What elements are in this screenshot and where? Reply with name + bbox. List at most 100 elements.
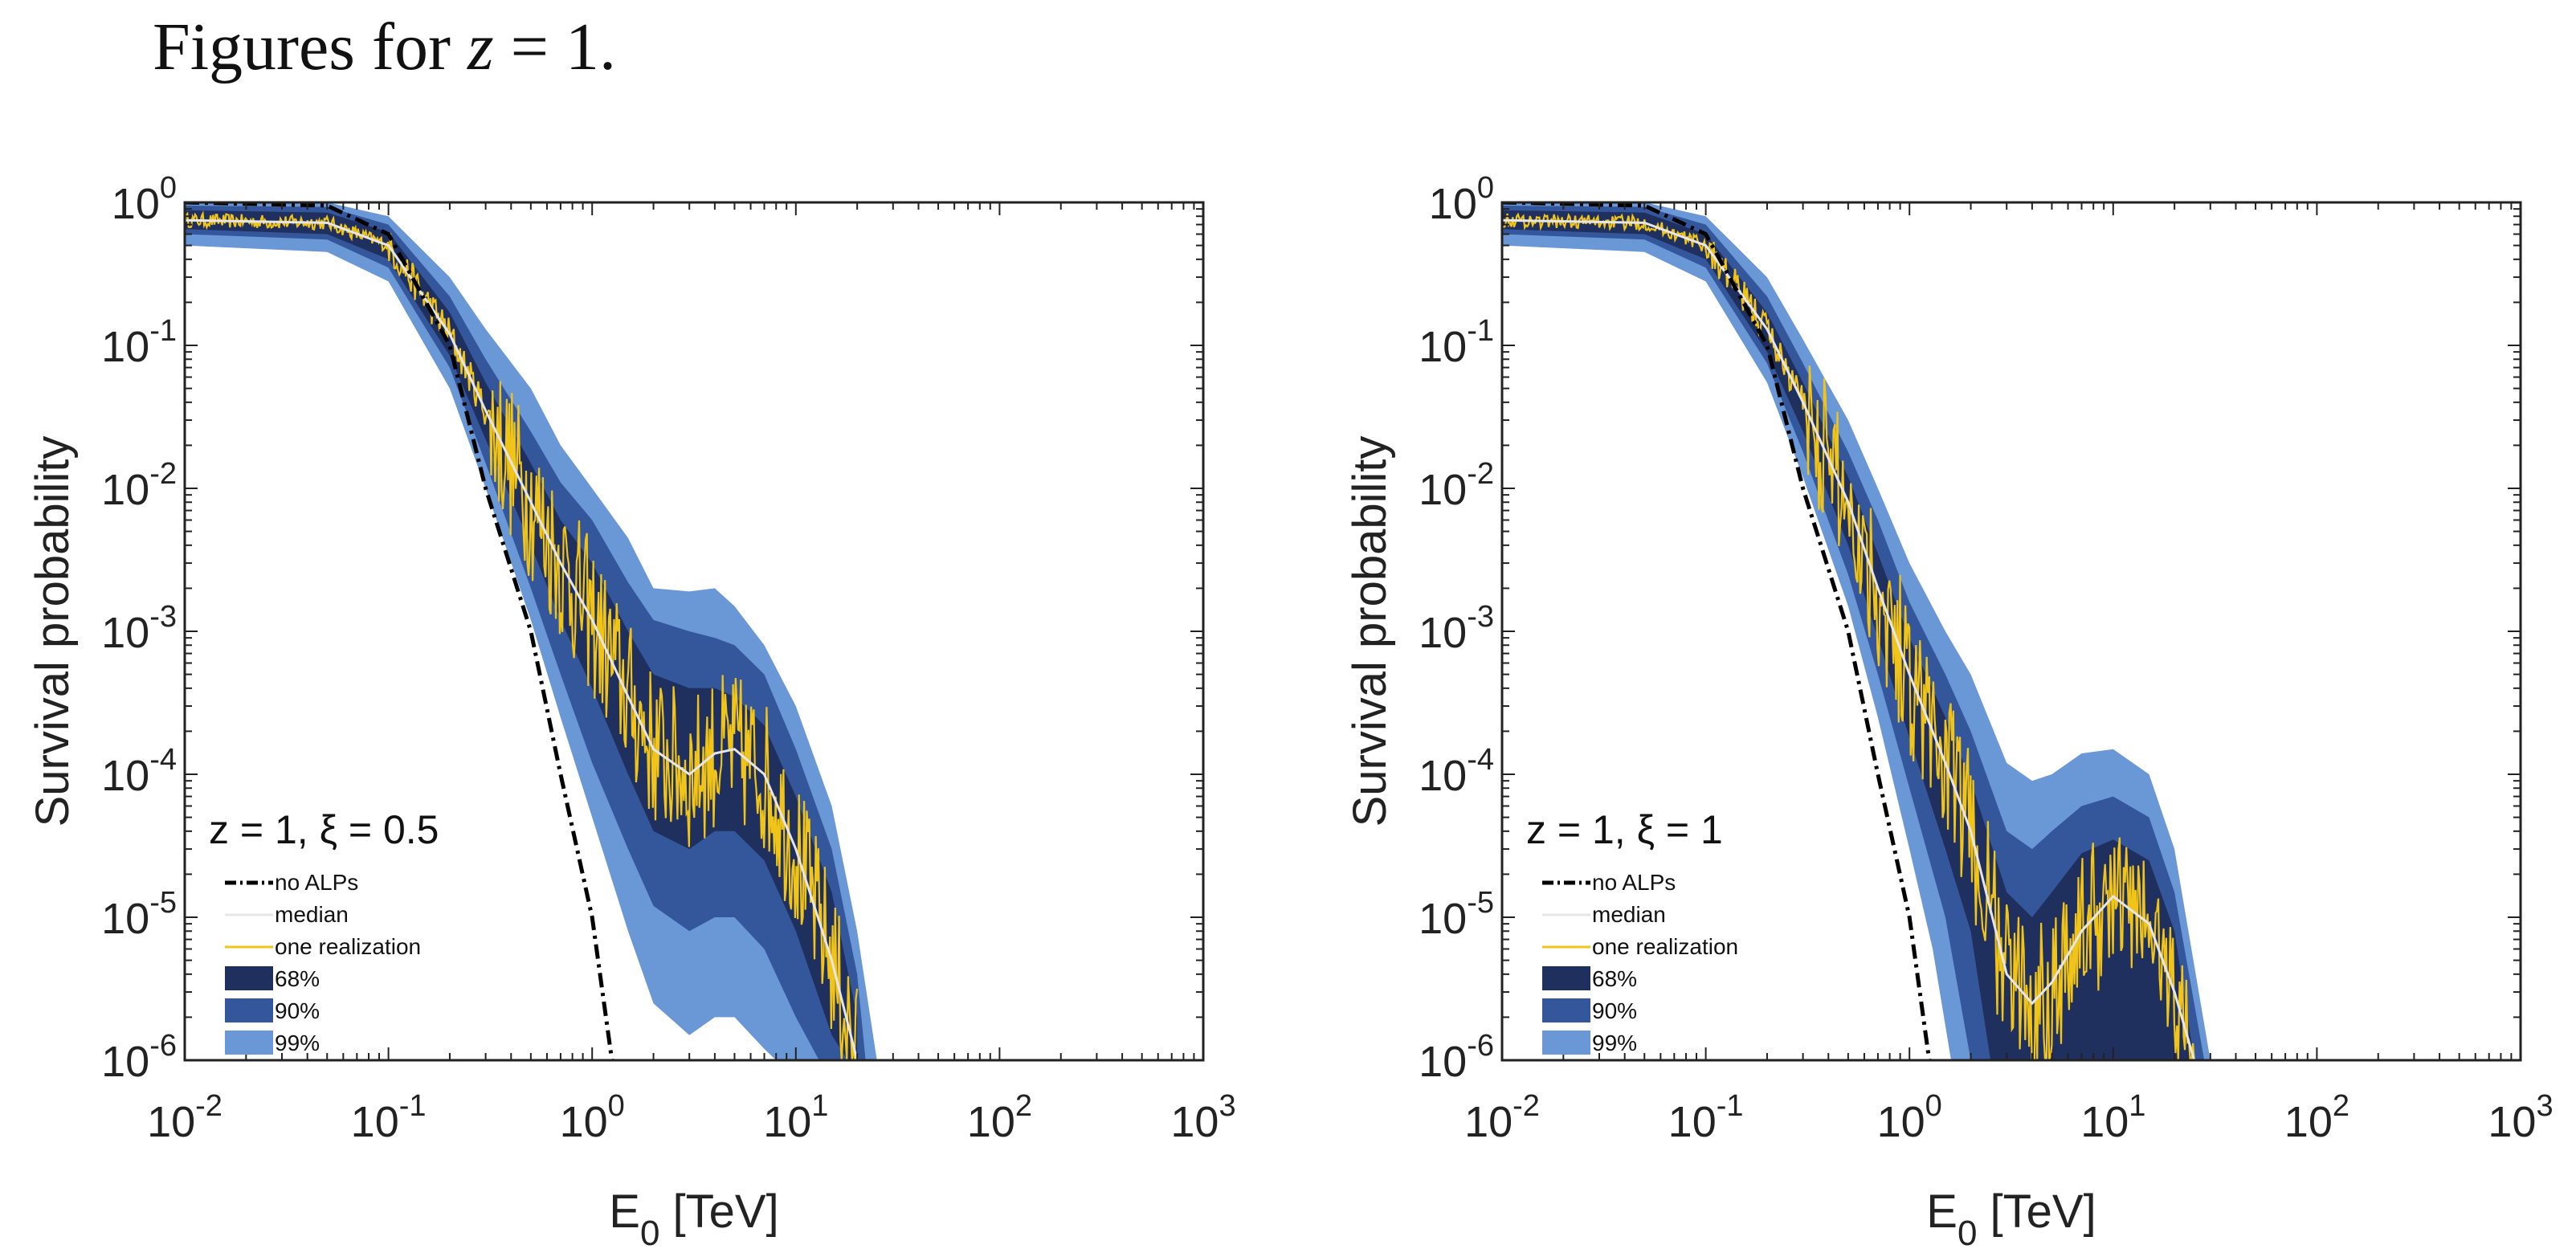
legend-90-swatch <box>1542 998 1590 1022</box>
y-tick-exponent: -4 <box>149 743 177 777</box>
x-tick-exponent: -2 <box>195 1089 222 1123</box>
y-tick-label: 10-3 <box>101 600 177 657</box>
x-tick-base: 10 <box>763 1098 811 1146</box>
legend: no ALPs median one realization 68% 90% 99% <box>225 870 421 1055</box>
x-tick-exponent: 3 <box>2536 1089 2553 1123</box>
x-tick-label: 101 <box>2080 1089 2145 1146</box>
x-axis-label-sub: 0 <box>640 1214 659 1253</box>
x-tick-base: 10 <box>1877 1098 1925 1146</box>
band-90 <box>185 206 866 1060</box>
x-tick-label: 103 <box>2488 1089 2553 1146</box>
y-tick-exponent: -1 <box>149 314 177 348</box>
y-tick-base: 10 <box>1419 895 1467 943</box>
legend-99-label: 99% <box>275 1031 320 1055</box>
y-tick-exponent: -3 <box>1467 600 1494 634</box>
plot-area <box>185 202 877 1060</box>
y-tick-label: 10-2 <box>1419 457 1494 514</box>
band-68 <box>1502 210 2194 1060</box>
y-tick-base: 10 <box>1419 1038 1467 1086</box>
y-tick-base: 10 <box>101 1038 149 1086</box>
x-tick-label: 101 <box>763 1089 828 1146</box>
y-tick-exponent: -6 <box>1467 1029 1494 1063</box>
x-tick-exponent: 2 <box>1015 1089 1032 1123</box>
chart-panel-1: 10-2 10-1 100 101 102 10310010-110-210-310-41… <box>27 171 1236 1253</box>
legend-99-swatch <box>225 1031 273 1055</box>
no-alps-line <box>1502 202 1932 1060</box>
x-tick-base: 10 <box>2080 1098 2129 1146</box>
x-tick-base: 10 <box>2488 1098 2536 1146</box>
y-tick-label: 10-5 <box>101 886 177 943</box>
y-tick-exponent: -3 <box>149 600 177 634</box>
panel-annotation: z = 1, ξ = 1 <box>1526 807 1723 852</box>
y-tick-base: 10 <box>1419 752 1467 800</box>
y-tick-label: 10-1 <box>101 314 177 371</box>
x-tick-base: 10 <box>1170 1098 1219 1146</box>
x-axis-label-unit: [TeV] <box>659 1186 778 1238</box>
y-tick-exponent: 0 <box>1477 171 1494 205</box>
y-tick-base: 10 <box>1419 609 1467 657</box>
x-tick-label: 103 <box>1170 1089 1235 1146</box>
y-tick-label: 10-5 <box>1419 886 1494 943</box>
x-tick-exponent: 1 <box>2129 1089 2145 1123</box>
y-tick-label: 10-6 <box>1419 1029 1494 1086</box>
y-tick-exponent: -2 <box>1467 457 1494 491</box>
y-tick-base: 10 <box>101 895 149 943</box>
legend-90-swatch <box>225 998 273 1022</box>
x-tick-exponent: -1 <box>399 1089 427 1123</box>
heading-prefix: Figures for <box>153 10 467 84</box>
legend-realization-label: one realization <box>275 934 421 959</box>
x-tick-label: 102 <box>2284 1089 2349 1146</box>
x-tick-label: 102 <box>967 1089 1032 1146</box>
y-tick-label: 10-2 <box>101 457 177 514</box>
x-tick-exponent: 1 <box>811 1089 828 1123</box>
y-tick-exponent: 0 <box>160 171 177 205</box>
legend-68-label: 68% <box>1592 966 1637 991</box>
legend: no ALPs median one realization 68% 90% 99% <box>1542 870 1738 1055</box>
y-tick-exponent: -5 <box>1467 886 1494 920</box>
x-tick-label: 100 <box>560 1089 625 1146</box>
y-tick-base: 10 <box>101 466 149 514</box>
x-tick-exponent: 0 <box>1925 1089 1942 1123</box>
legend-90-label: 90% <box>1592 998 1637 1023</box>
y-tick-exponent: -4 <box>1467 743 1494 777</box>
y-tick-exponent: -6 <box>149 1029 177 1063</box>
x-axis-label-unit: [TeV] <box>1977 1186 2096 1238</box>
axis-ticks <box>184 202 1204 1061</box>
one-realization-line <box>185 210 859 1060</box>
y-axis-label: Survival probability <box>1344 436 1396 827</box>
y-tick-exponent: -1 <box>1467 314 1494 348</box>
x-tick-base: 10 <box>967 1098 1015 1146</box>
no-alps-line <box>185 202 614 1060</box>
plot-area <box>1502 202 2211 1060</box>
x-tick-label: 10-1 <box>1668 1089 1744 1146</box>
heading-suffix: = 1. <box>493 10 617 84</box>
y-tick-base: 10 <box>101 752 149 800</box>
y-tick-label: 10-4 <box>1419 743 1494 800</box>
legend-median-label: median <box>275 902 349 927</box>
y-tick-label: 10-3 <box>1419 600 1494 657</box>
y-tick-base: 10 <box>1419 323 1467 371</box>
band-99 <box>1502 202 2211 1060</box>
y-tick-exponent: -2 <box>149 457 177 491</box>
legend-68-swatch <box>1542 966 1590 990</box>
y-tick-base: 10 <box>101 323 149 371</box>
x-tick-base: 10 <box>351 1098 399 1146</box>
heading-variable: z <box>467 10 494 84</box>
x-tick-label: 10-1 <box>351 1089 427 1146</box>
legend-68-label: 68% <box>275 966 320 991</box>
x-axis-label: E0 [TeV] <box>1926 1186 2096 1253</box>
legend-realization-label: one realization <box>1592 934 1738 959</box>
legend-median-label: median <box>1592 902 1666 927</box>
x-tick-label: 10-2 <box>1464 1089 1540 1146</box>
x-tick-label: 100 <box>1877 1089 1942 1146</box>
x-tick-base: 10 <box>1464 1098 1513 1146</box>
panel-annotation: z = 1, ξ = 0.5 <box>209 807 439 852</box>
x-axis-label-sub: 0 <box>1958 1214 1977 1253</box>
page-heading: Figures for z = 1. <box>153 8 616 86</box>
one-realization-line <box>1502 212 2195 1060</box>
y-tick-label: 100 <box>112 171 177 228</box>
y-axis-label: Survival probability <box>27 436 79 827</box>
legend-68-swatch <box>225 966 273 990</box>
y-tick-label: 10-6 <box>101 1029 177 1086</box>
